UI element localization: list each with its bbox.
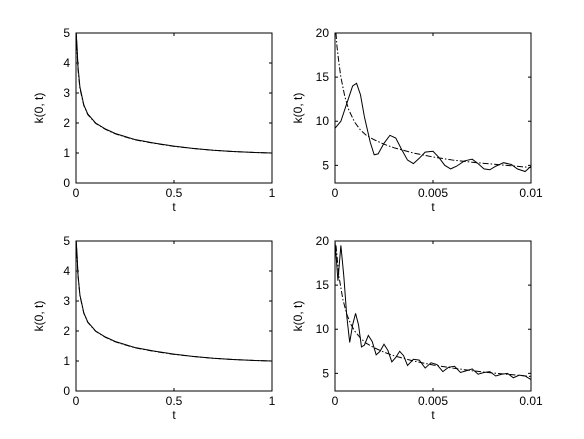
axes-frame <box>75 32 273 184</box>
series-line-solid <box>76 241 272 362</box>
series-line-solid <box>335 82 531 173</box>
y-tick-label: 2 <box>63 116 70 130</box>
series-line-dashdot <box>335 245 531 377</box>
y-tick-label: 20 <box>316 234 330 248</box>
y-tick-label: 5 <box>63 26 70 40</box>
series-line-dashdot <box>76 33 272 154</box>
y-axis-label: k(0, t) <box>32 93 46 124</box>
y-tick-label: 0 <box>63 384 70 398</box>
chart-panel-bottom-right: 0 0.005 0.01 5 10 15 20 t k(0, t) <box>291 234 543 422</box>
x-tick-label: 0 <box>332 394 339 408</box>
x-tick-label: 1 <box>269 186 276 200</box>
x-tick-label: 0 <box>73 394 80 408</box>
y-tick-label: 1 <box>63 146 70 160</box>
y-tick-label: 3 <box>63 86 70 100</box>
series-line-dashdot <box>335 33 531 169</box>
y-tick-label: 4 <box>63 264 70 278</box>
y-tick-label: 15 <box>316 70 330 84</box>
y-tick-label: 10 <box>316 322 330 336</box>
y-axis-label: k(0, t) <box>291 93 305 124</box>
y-tick-label: 15 <box>316 278 330 292</box>
y-tick-label: 4 <box>63 56 70 70</box>
axes-frame <box>75 240 273 392</box>
chart-panel-top-right: 0 0.005 0.01 5 10 15 20 t k(0, t) <box>291 26 543 214</box>
x-tick-label: 0 <box>73 186 80 200</box>
y-tick-label: 3 <box>63 294 70 308</box>
x-tick-label: 0 <box>332 186 339 200</box>
y-tick-label: 1 <box>63 354 70 368</box>
chart-panel-top-left: 0 0.5 1 0 1 2 3 4 5 t k(0, t) <box>32 26 276 214</box>
y-tick-label: 5 <box>63 234 70 248</box>
x-tick-label: 0.005 <box>418 394 448 408</box>
axes-frame <box>334 240 532 392</box>
series-line-solid <box>335 241 531 380</box>
x-tick-label: 0.005 <box>418 186 448 200</box>
x-axis-label: t <box>431 200 435 214</box>
y-tick-label: 2 <box>63 324 70 338</box>
x-tick-label: 0.5 <box>166 186 183 200</box>
x-tick-label: 1 <box>269 394 276 408</box>
y-tick-label: 10 <box>316 114 330 128</box>
axes-frame <box>334 32 532 184</box>
y-tick-label: 0 <box>63 176 70 190</box>
x-tick-label: 0.5 <box>166 394 183 408</box>
y-tick-label: 5 <box>322 158 329 172</box>
y-tick-label: 5 <box>322 366 329 380</box>
y-tick-label: 20 <box>316 26 330 40</box>
chart-panel-bottom-left: 0 0.5 1 0 1 2 3 4 5 t k(0, t) <box>32 234 276 422</box>
x-axis-label: t <box>172 408 176 422</box>
x-tick-label: 0.01 <box>519 394 543 408</box>
x-tick-label: 0.01 <box>519 186 543 200</box>
x-axis-label: t <box>431 408 435 422</box>
series-line-dashdot <box>76 241 272 362</box>
y-axis-label: k(0, t) <box>32 301 46 332</box>
y-axis-label: k(0, t) <box>291 301 305 332</box>
x-axis-label: t <box>172 200 176 214</box>
series-line-solid <box>76 33 272 154</box>
